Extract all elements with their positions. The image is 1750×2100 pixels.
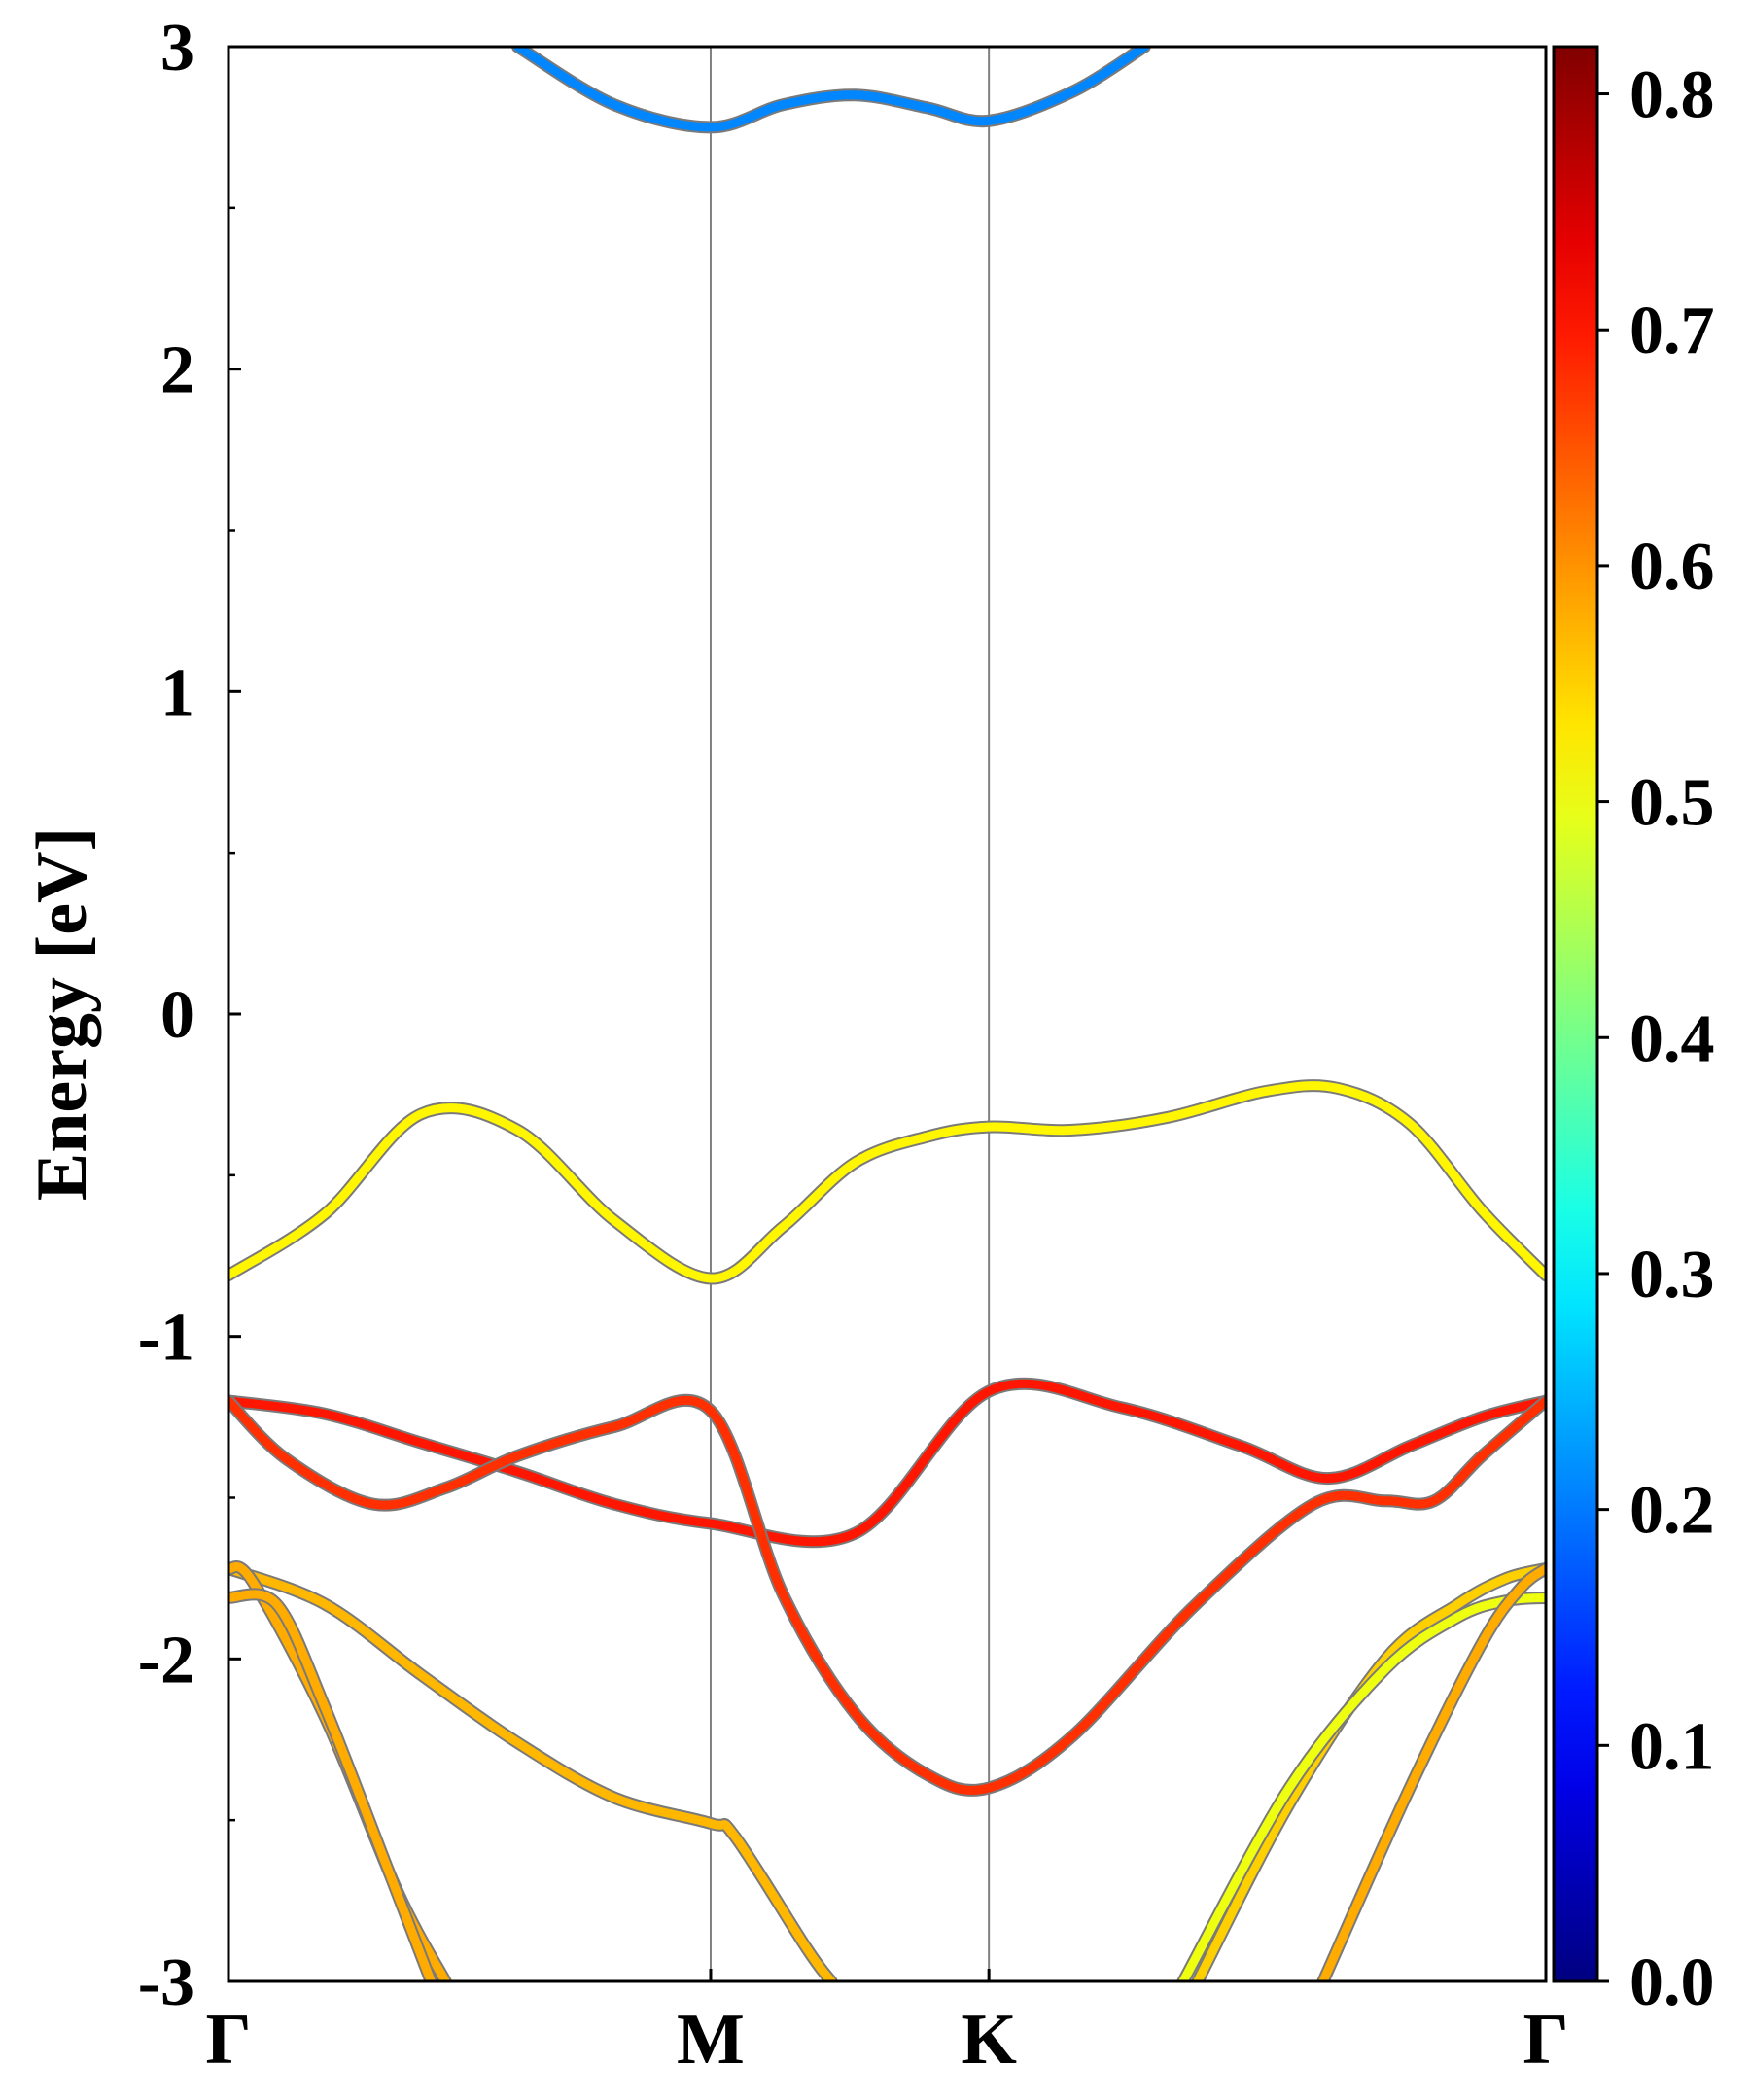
y-tick-label: 2 bbox=[160, 333, 194, 408]
y-tick-label: -1 bbox=[138, 1301, 194, 1376]
y-tick-label: 1 bbox=[160, 655, 194, 730]
x-tick-label: Γ bbox=[205, 2000, 251, 2080]
band-9 bbox=[1316, 1562, 1546, 1981]
band-1 bbox=[228, 1079, 1546, 1285]
y-axis-title: Energy [eV] bbox=[22, 827, 102, 1201]
band-outline bbox=[511, 47, 1151, 134]
y-tick-label: -2 bbox=[138, 1623, 194, 1698]
band-line bbox=[1318, 1564, 1546, 1981]
band-line bbox=[228, 1590, 436, 1981]
x-tick-label: K bbox=[961, 2000, 1017, 2080]
x-tick-label: M bbox=[677, 2000, 745, 2080]
band-outline bbox=[228, 1393, 1546, 1797]
band-outline bbox=[1176, 1591, 1546, 1981]
band-line bbox=[228, 1379, 1546, 1547]
colorbar-tick-label: 0.4 bbox=[1629, 1001, 1715, 1076]
band-3 bbox=[228, 1393, 1546, 1797]
band-6 bbox=[228, 1588, 438, 1981]
band-line bbox=[228, 1395, 1546, 1795]
band-outline bbox=[228, 1562, 838, 1981]
band-line bbox=[228, 1564, 836, 1981]
band-2 bbox=[228, 1377, 1546, 1549]
band-line bbox=[513, 47, 1149, 132]
x-tick-label: Γ bbox=[1522, 2000, 1568, 2080]
colorbar-tick-label: 0.5 bbox=[1629, 766, 1715, 841]
band-10 bbox=[511, 47, 1151, 134]
y-axis: -3 -2 -1 0 1 2 3 bbox=[138, 11, 241, 2020]
colorbar-gradient bbox=[1552, 45, 1599, 1983]
band-4 bbox=[228, 1562, 838, 1981]
high-symmetry-lines bbox=[709, 47, 991, 1981]
colorbar-tick-label: 0.1 bbox=[1629, 1709, 1715, 1784]
band-line bbox=[1193, 1564, 1546, 1981]
band-7 bbox=[1191, 1562, 1546, 1981]
y-tick-label: 0 bbox=[160, 978, 194, 1053]
colorbar-tick-label: 0.6 bbox=[1629, 530, 1715, 605]
colorbar-tick-label: 0.3 bbox=[1629, 1238, 1715, 1312]
plot-frame bbox=[227, 45, 1548, 1983]
y-tick-label: -3 bbox=[138, 1945, 194, 2020]
colorbar-tick-label: 0.8 bbox=[1629, 58, 1715, 133]
colorbar-tick-label: 0.0 bbox=[1629, 1945, 1715, 2020]
colorbar: 0.0 0.1 0.2 0.3 0.4 0.5 0.6 0.7 0.8 bbox=[1552, 45, 1715, 2020]
colorbar-tick-label: 0.2 bbox=[1629, 1474, 1715, 1549]
y-tick-label: 3 bbox=[160, 11, 194, 86]
colorbar-tick-label: 0.7 bbox=[1629, 294, 1715, 368]
band-line bbox=[228, 1081, 1546, 1283]
band-outline bbox=[228, 1377, 1546, 1549]
band-line bbox=[1178, 1592, 1546, 1981]
bands bbox=[228, 47, 1546, 1981]
band-8 bbox=[1176, 1591, 1546, 1981]
